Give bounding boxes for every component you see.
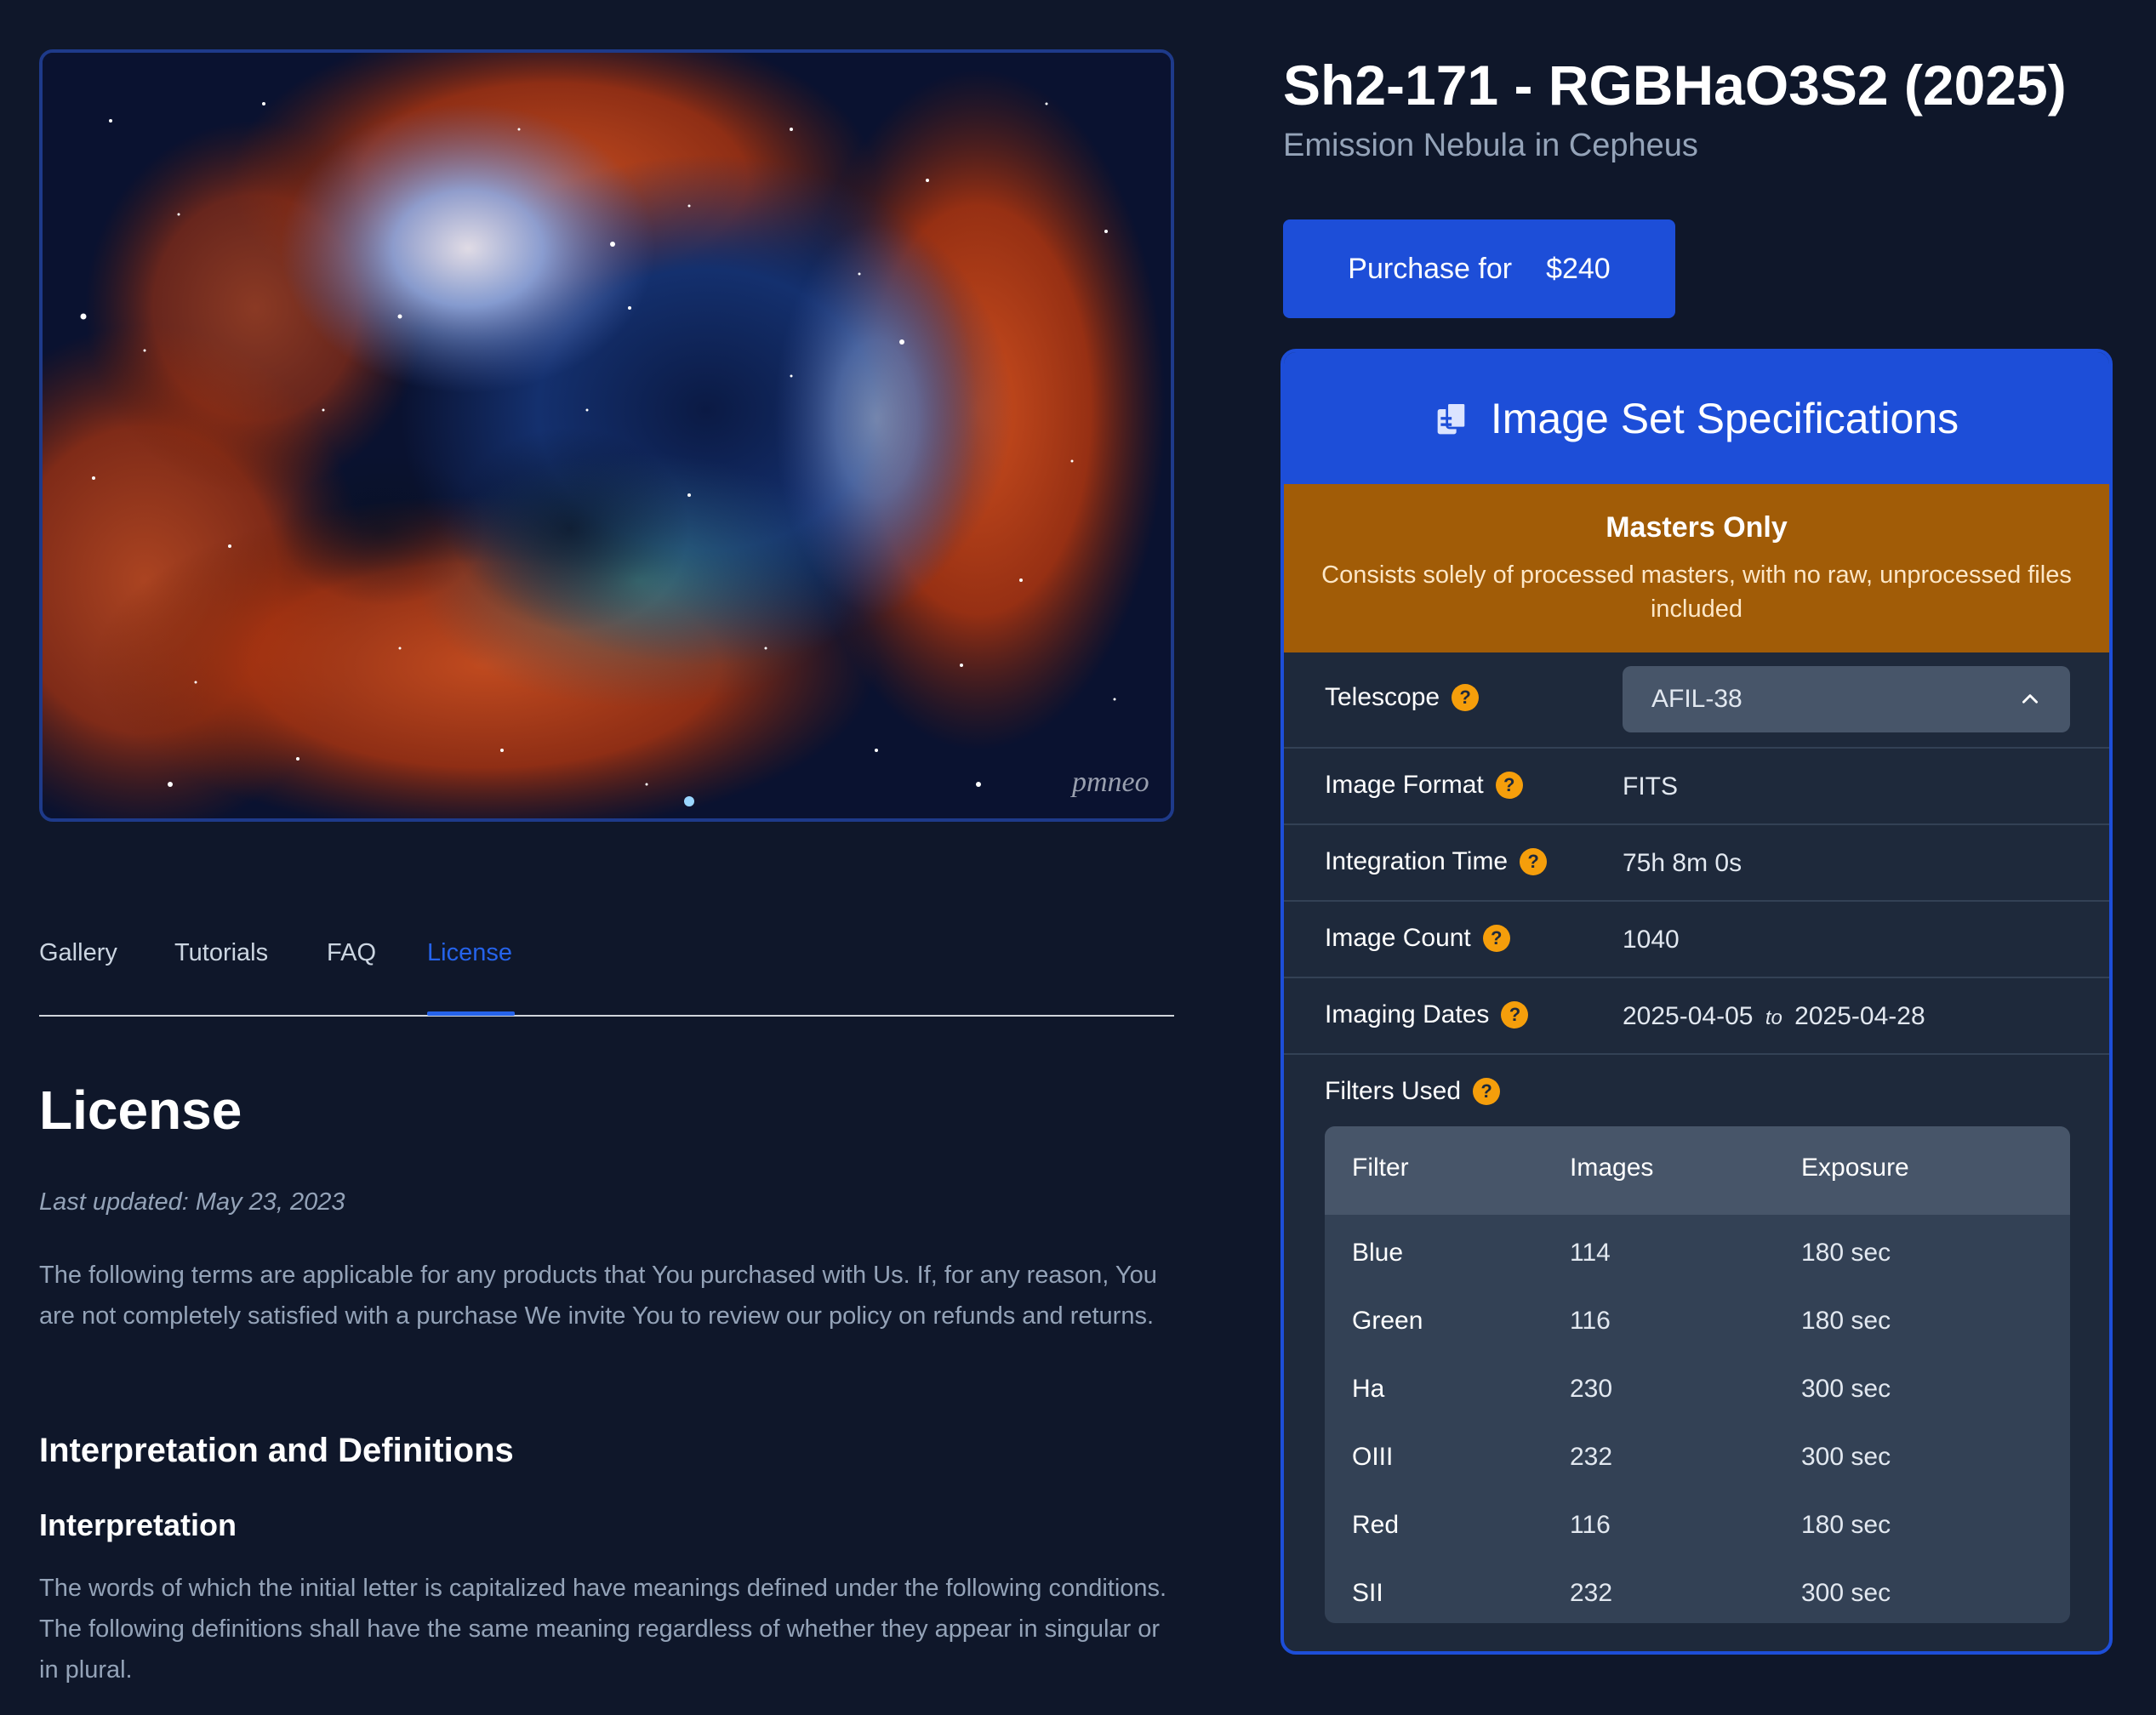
filters-table: Filter Images Exposure Blue 114 180 sec …: [1325, 1126, 2070, 1623]
section-heading: Interpretation and Definitions: [39, 1432, 514, 1469]
sub-heading: Interpretation: [39, 1507, 237, 1542]
dates-label: Imaging Dates: [1325, 1000, 1490, 1028]
filter-images: 232: [1570, 1443, 1613, 1471]
purchase-label: Purchase for: [1348, 252, 1513, 285]
filters-table-header: Filter Images Exposure: [1325, 1126, 2070, 1215]
table-row: Blue 114 180 sec: [1325, 1222, 2070, 1290]
count-label: Image Count: [1325, 924, 1471, 952]
telescope-value: AFIL-38: [1651, 685, 1742, 713]
spec-row-format: Image Format ? FITS: [1284, 747, 2109, 823]
filter-images: 116: [1570, 1307, 1611, 1335]
license-content: License Last updated: May 23, 2023 The f…: [39, 1076, 1179, 1684]
help-icon[interactable]: ?: [1482, 925, 1510, 952]
spec-row-count: Image Count ? 1040: [1284, 900, 2109, 977]
table-row: SII 232 300 sec: [1325, 1562, 2070, 1623]
masters-description: Consists solely of processed masters, wi…: [1321, 561, 2072, 623]
help-icon[interactable]: ?: [1520, 848, 1548, 875]
filter-name: Ha: [1352, 1375, 1385, 1403]
filter-exposure: 300 sec: [1801, 1375, 1891, 1403]
integration-value: 75h 8m 0s: [1623, 849, 1742, 877]
spec-card: Image Set Specifications Masters Only Co…: [1280, 349, 2113, 1655]
spec-header: Image Set Specifications: [1284, 352, 2109, 484]
nebula-image[interactable]: pmneo: [39, 49, 1174, 822]
help-icon[interactable]: ?: [1473, 1078, 1501, 1105]
date-start: 2025-04-05: [1623, 1002, 1754, 1030]
help-icon[interactable]: ?: [1501, 1001, 1529, 1028]
telescope-select[interactable]: AFIL-38: [1623, 666, 2070, 732]
filter-images: 116: [1570, 1511, 1611, 1539]
dates-value: 2025-04-05 to 2025-04-28: [1623, 1002, 1925, 1031]
nebula-picture: pmneo: [43, 53, 1171, 818]
format-label: Image Format: [1325, 771, 1484, 799]
spec-row-telescope: Telescope ? AFIL-38: [1284, 652, 2109, 747]
filter-name: OIII: [1352, 1443, 1394, 1471]
filter-name: Blue: [1352, 1239, 1404, 1267]
watermark: pmneo: [1070, 766, 1149, 798]
masters-title: Masters Only: [1606, 511, 1788, 544]
product-subtitle: Emission Nebula in Cepheus: [1283, 128, 1698, 163]
filter-images: 230: [1570, 1375, 1613, 1403]
help-icon[interactable]: ?: [1452, 684, 1480, 711]
interpretation-text: The words of which the initial letter is…: [39, 1575, 1167, 1684]
header-images: Images: [1570, 1154, 1654, 1182]
filter-images: 114: [1570, 1239, 1611, 1267]
table-row: Ha 230 300 sec: [1325, 1358, 2070, 1426]
help-icon[interactable]: ?: [1495, 772, 1523, 799]
date-end: 2025-04-28: [1794, 1002, 1925, 1030]
filter-images: 232: [1570, 1579, 1613, 1607]
table-row: Red 116 180 sec: [1325, 1494, 2070, 1562]
telescope-label: Telescope: [1325, 683, 1440, 711]
spec-heading: Image Set Specifications: [1490, 394, 1959, 442]
count-value: 1040: [1623, 926, 1680, 954]
active-tab-indicator: [427, 1011, 515, 1016]
tab-license[interactable]: License: [427, 939, 512, 966]
price: $240: [1546, 252, 1611, 285]
license-heading: License: [39, 1080, 242, 1141]
table-row: Green 116 180 sec: [1325, 1290, 2070, 1358]
filter-exposure: 300 sec: [1801, 1579, 1891, 1607]
filters-label: Filters Used: [1325, 1077, 1462, 1105]
purchase-button[interactable]: Purchase for $240: [1283, 219, 1675, 318]
integration-label: Integration Time: [1325, 847, 1509, 875]
last-updated: Last updated: May 23, 2023: [39, 1188, 345, 1216]
spec-row-integration: Integration Time ? 75h 8m 0s: [1284, 823, 2109, 900]
tab-gallery[interactable]: Gallery: [39, 939, 117, 966]
spec-row-dates: Imaging Dates ? 2025-04-05 to 2025-04-28: [1284, 977, 2109, 1053]
filter-exposure: 180 sec: [1801, 1511, 1891, 1539]
date-to: to: [1765, 1006, 1782, 1029]
header-filter: Filter: [1352, 1154, 1409, 1182]
tab-faq[interactable]: FAQ: [327, 939, 377, 966]
filter-name: Green: [1352, 1307, 1423, 1335]
filter-exposure: 300 sec: [1801, 1443, 1891, 1471]
product-title: Sh2-171 - RGBHaO3S2 (2025): [1283, 54, 2067, 117]
table-row: OIII 232 300 sec: [1325, 1426, 2070, 1494]
tab-bar: Gallery Tutorials FAQ License: [39, 919, 1174, 1017]
format-value: FITS: [1623, 772, 1678, 801]
tab-tutorials[interactable]: Tutorials: [174, 939, 269, 966]
spec-row-filters: Filters Used ?: [1284, 1053, 2109, 1649]
filter-name: SII: [1352, 1579, 1383, 1607]
header-exposure: Exposure: [1801, 1154, 1909, 1182]
filter-exposure: 180 sec: [1801, 1307, 1891, 1335]
filter-name: Red: [1352, 1511, 1400, 1539]
filter-exposure: 180 sec: [1801, 1239, 1891, 1267]
files-icon: [1437, 401, 1467, 434]
masters-only-banner: Masters Only Consists solely of processe…: [1284, 484, 2109, 652]
license-intro: The following terms are applicable for a…: [39, 1262, 1157, 1330]
chevron-up-icon: [2022, 694, 2038, 704]
